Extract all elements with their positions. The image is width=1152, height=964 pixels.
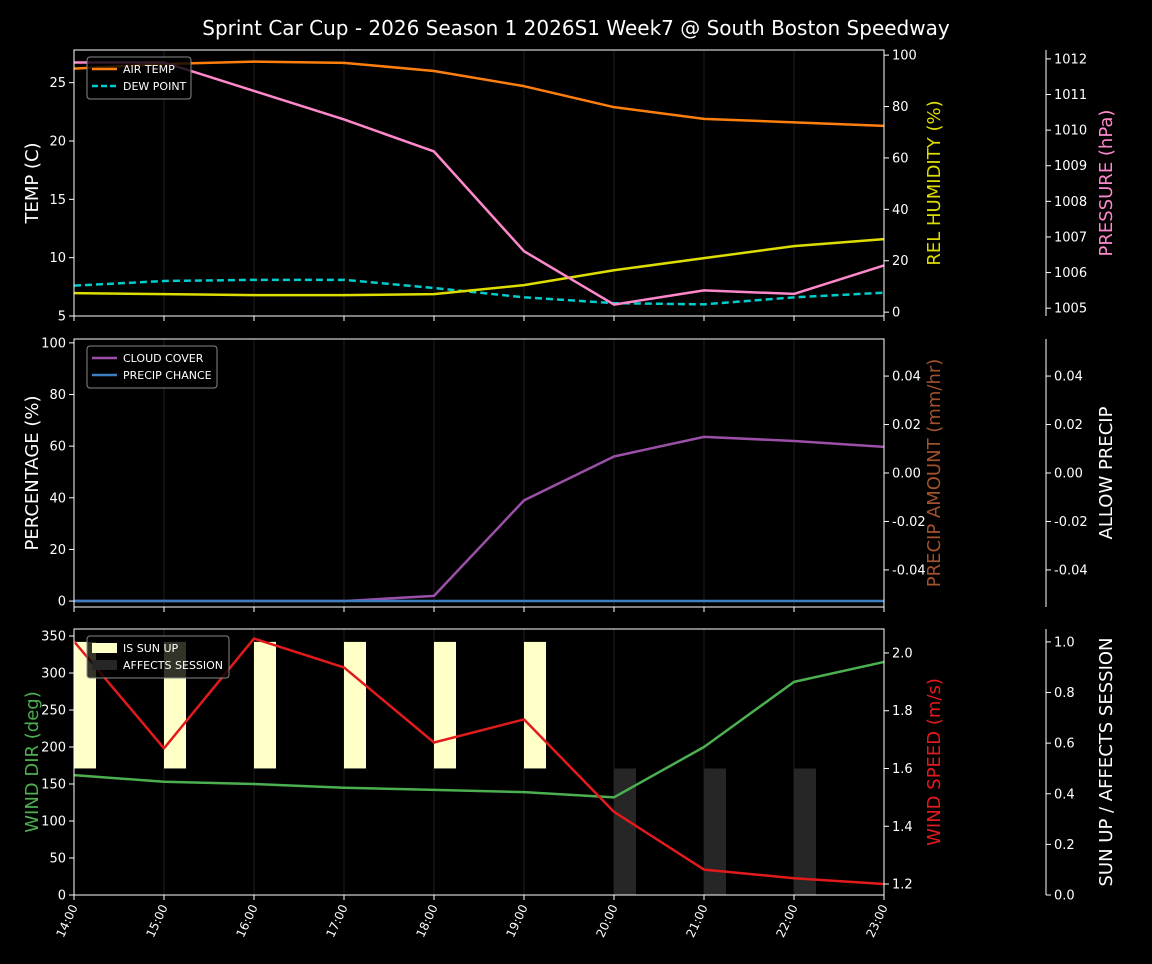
y-tick-label: 40 [892,203,909,218]
y-tick-label: 25 [49,76,66,91]
y-tick-label: 100 [892,49,917,64]
legend-box [86,345,218,389]
y-tick-label: -0.02 [1054,515,1088,530]
y-tick-label: -0.04 [1054,563,1088,578]
legend-label: AIR TEMP [123,63,175,76]
legend-box [86,56,192,100]
y-tick-label: 0.00 [892,467,921,482]
chart-title: Sprint Car Cup - 2026 Season 1 2026S1 We… [202,16,950,40]
y-tick-label: 0.00 [1054,467,1083,482]
y-axis-label: PERCENTAGE (%) [22,395,43,550]
y-tick-label: 0.6 [1054,737,1075,752]
y-tick-label: 100 [41,815,66,830]
plot-frame [73,49,885,317]
legend-label: CLOUD COVER [123,352,204,365]
legend-swatch [92,660,117,670]
y-tick-label: 1.4 [892,820,913,835]
y-tick-label: 0.02 [892,418,921,433]
y-tick-label: 0.4 [1054,787,1075,802]
y-tick-label: 1.6 [892,762,913,777]
bar-is-sun-up [524,641,546,769]
y-tick-label: 5 [58,310,66,325]
panel-1: 5 10 15 20 25 TEMP (C) 0 20 40 60 80 100 REL HUMIDIT… [22,49,1117,325]
y-tick-label: -0.02 [892,515,926,530]
y-tick-label: 0.8 [1054,686,1075,701]
y-tick-label: 0 [58,889,66,904]
y-tick-label: 0.0 [1054,889,1075,904]
y-axis-label: ALLOW PRECIP [1096,406,1117,539]
y-tick-label: 0.02 [1054,418,1083,433]
y-axis-label: SUN UP / AFFECTS SESSION [1096,637,1117,886]
y-tick-label: 2.0 [892,646,913,661]
y-tick-label: 10 [49,251,66,266]
panel-3: 14:00 15:00 16:00 17:00 18:00 19:00 20:00 21:00… [22,628,1117,940]
y-tick-label: 0 [58,595,66,610]
series-line-axis2 [74,61,885,306]
y-tick-label: 100 [41,336,66,351]
y-tick-label: 0.04 [892,370,921,385]
y-tick-label: 1007 [1054,230,1087,245]
bar-is-sun-up [254,641,276,769]
legend: IS SUN UP AFFECTS SESSION [86,635,230,679]
bar-affects-session [704,768,726,895]
y-tick-label: 1005 [1054,302,1087,317]
series-line-dew-point [73,278,885,306]
y-tick-label: 1.8 [892,704,913,719]
y-axis-label: REL HUMIDITY (%) [924,100,945,265]
y-tick-label: 1.2 [892,878,913,893]
y-tick-label: 80 [49,388,66,403]
legend: AIR TEMP DEW POINT [86,56,192,100]
bar-affects-session [794,768,816,895]
y-tick-label: 200 [41,741,66,756]
series-line-axis1 [73,237,885,297]
y-tick-label: 40 [49,491,66,506]
y-tick-label: 50 [49,852,66,867]
y-axis-label: TEMP (C) [22,142,43,224]
legend: CLOUD COVER PRECIP CHANCE [86,345,218,389]
y-axis-label: WIND DIR (deg) [22,691,43,833]
legend-label: AFFECTS SESSION [123,659,223,672]
y-tick-label: 60 [892,151,909,166]
y-tick-label: 1008 [1054,195,1087,210]
legend-box [86,635,230,679]
series-line-axis1 [73,637,885,886]
series-line-air-temp [73,60,885,128]
y-tick-label: 80 [892,100,909,115]
y-tick-label: 1006 [1054,266,1087,281]
y-tick-label: 0.2 [1054,838,1075,853]
y-tick-label: 250 [41,704,66,719]
y-tick-label: 300 [41,667,66,682]
bar-is-sun-up [434,641,456,769]
y-tick-label: -0.04 [892,563,926,578]
y-axis-label: WIND SPEED (m/s) [924,678,945,846]
y-tick-label: 20 [49,135,66,150]
y-tick-label: 150 [41,778,66,793]
y-tick-label: 15 [49,193,66,208]
legend-swatch [92,643,117,653]
series-line-axis0 [73,660,885,799]
y-tick-label: 1.0 [1054,635,1075,650]
y-tick-label: 1009 [1054,159,1087,174]
y-tick-label: 0 [892,306,900,321]
y-tick-label: 1010 [1054,124,1087,139]
y-axis-label: PRECIP AMOUNT (mm/hr) [924,359,945,588]
y-tick-label: 20 [892,254,909,269]
legend-label: PRECIP CHANCE [123,369,212,382]
y-tick-label: 20 [49,543,66,558]
y-tick-label: 60 [49,440,66,455]
y-tick-label: 1012 [1054,52,1087,67]
y-tick-label: 1011 [1054,88,1087,103]
y-tick-label: 0.04 [1054,370,1083,385]
bar-is-sun-up [344,641,366,769]
y-axis-label: PRESSURE (hPa) [1096,110,1117,257]
legend-label: IS SUN UP [123,642,179,655]
panel-2: 0 20 40 60 80 100 PERCENTAGE (%) -0.04 -0.02 0.00… [22,336,1117,612]
bar-affects-session [614,768,636,895]
legend-label: DEW POINT [123,80,187,93]
plot-frame [73,628,885,896]
y-tick-label: 350 [41,630,66,645]
